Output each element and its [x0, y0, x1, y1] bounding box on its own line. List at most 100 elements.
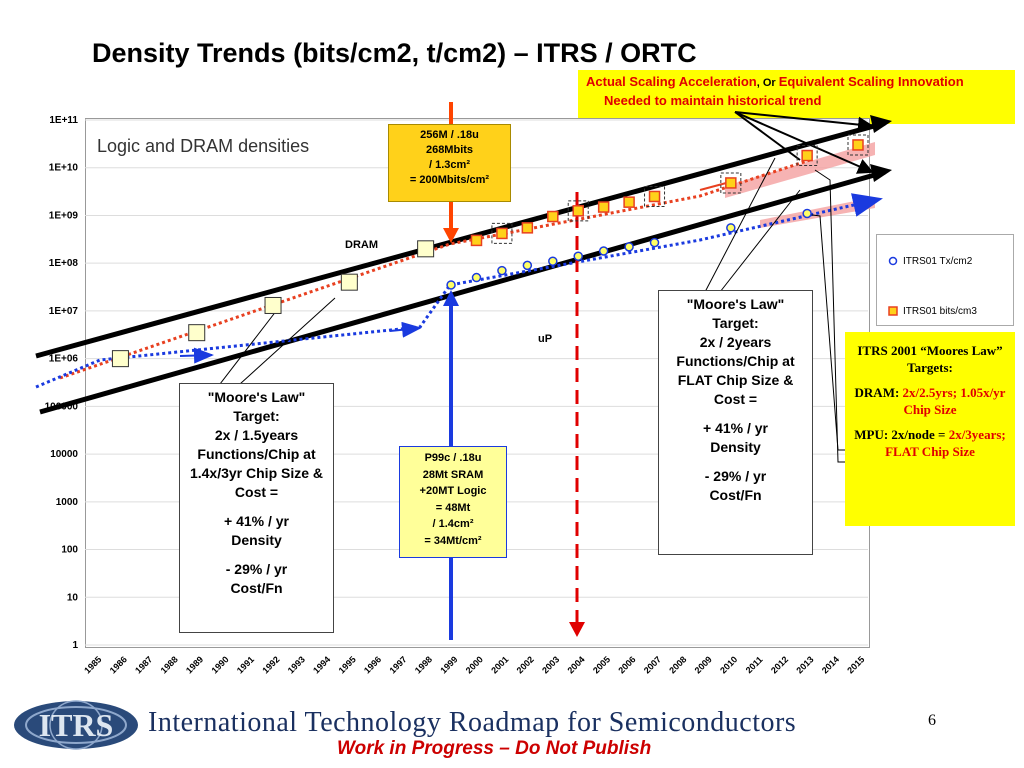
- dram-future-point: [720, 172, 742, 194]
- mpu-tx-point: [471, 272, 482, 283]
- dram-bits-point: [521, 222, 534, 234]
- moore-right-line: - 29% / yr: [704, 468, 767, 484]
- legend-circle-marker: [888, 256, 898, 266]
- mpu-node-callout: P99c / .18u 28Mt SRAM +20MT Logic = 48Mt…: [399, 446, 507, 558]
- dram-historical-point: [340, 273, 358, 291]
- x-tick-label: 2004: [565, 654, 586, 675]
- dram-historical-point: [417, 240, 435, 258]
- dram-historical-point: [188, 324, 206, 342]
- dram-bits-point: [648, 190, 661, 203]
- mpu-callout-line: P99c / .18u: [424, 452, 482, 464]
- dram-bits-point: [623, 196, 635, 208]
- footer-subtitle: Work in Progress – Do Not Publish: [337, 738, 652, 759]
- dram-bits-point: [470, 234, 483, 247]
- x-tick-label: 1986: [108, 654, 129, 675]
- mpu-tx-point: [802, 208, 812, 219]
- dram-bits-point: [547, 210, 559, 223]
- x-tick-label: 2013: [794, 654, 815, 675]
- itrs-logo-text: ITRS: [39, 707, 114, 743]
- mpu-tx-point: [497, 265, 507, 276]
- legend-label-bits: ITRS01 bits/cm3: [903, 305, 977, 317]
- itrs-dram-label: DRAM:: [854, 385, 903, 400]
- scaling-note: Actual Scaling Acceleration, Or Equivale…: [578, 70, 1015, 124]
- callout-line-right-2: [719, 189, 801, 293]
- mpu-dotted-trend: [35, 193, 883, 389]
- legend-square-marker: [888, 306, 898, 316]
- mpu-callout-line: = 34Mt/cm²: [424, 534, 482, 547]
- moore-line-mpu: [39, 169, 886, 415]
- dram-bits-point: [725, 177, 737, 189]
- x-tick-label: 2005: [591, 654, 612, 675]
- y-tick-label: 10: [67, 592, 79, 603]
- x-tick-label: 1993: [286, 654, 307, 675]
- footer-banner: ITRS: [14, 700, 138, 750]
- dram-bits-point: [597, 201, 610, 213]
- dram-callout-line: 268Mbits: [425, 144, 474, 156]
- mpu-tx-point: [624, 242, 634, 252]
- moore-right-line: Cost =: [713, 391, 758, 407]
- moore-left-line: - 29% / yr: [225, 561, 288, 577]
- y-tick-label: 1: [72, 640, 78, 651]
- moore-line-mpu-arrow: [870, 164, 892, 182]
- note-connector-3: [734, 111, 801, 161]
- x-tick-label: 1990: [209, 654, 230, 675]
- dram-callout-line: 256M / .18u: [420, 129, 479, 141]
- scaling-note-part4: Needed to maintain historical trend: [604, 93, 822, 108]
- itrs-dram-value: 2x/2.5yrs; 1.05x/yr Chip Size: [902, 385, 1006, 417]
- mpu-tx-point: [649, 237, 660, 248]
- dram-future-point: [567, 200, 589, 222]
- x-tick-label: 2007: [642, 654, 663, 675]
- moore-left-line: Density: [231, 532, 282, 548]
- note-connector-1: [734, 111, 874, 133]
- x-tick-label: 1987: [133, 654, 154, 675]
- dram-arrow-1: [699, 181, 731, 191]
- dram-bits-point: [496, 227, 508, 240]
- x-tick-label: 2011: [744, 654, 765, 675]
- x-tick-label: 2009: [693, 654, 714, 675]
- x-tick-label: 2008: [667, 654, 688, 675]
- legend-item-bits: ITRS01 bits/cm3: [887, 305, 977, 317]
- x-tick-label: 1988: [159, 654, 180, 675]
- itrs-mpu-label: MPU: 2x/node =: [854, 427, 949, 442]
- scaling-note-part3: Equivalent Scaling Innovation: [778, 74, 964, 89]
- dram-bits-point: [572, 205, 584, 217]
- x-tick-label: 1992: [260, 654, 281, 675]
- mpu-arrow-2: [389, 321, 422, 338]
- mpu-callout-line: 28Mt SRAM: [422, 468, 484, 481]
- mpu-tx-point: [522, 260, 533, 271]
- itrs-connector-1: [804, 213, 845, 451]
- mpu-tx-point: [548, 256, 558, 266]
- x-tick-label: 2003: [540, 654, 561, 675]
- dram-label: DRAM: [345, 239, 378, 251]
- callout-line-left-1: [219, 305, 281, 385]
- moore-left-line: Target:: [233, 408, 280, 424]
- legend-item-tx: ITRS01 Tx/cm2: [887, 255, 972, 267]
- x-tick-label: 2012: [769, 654, 790, 675]
- legend-label-tx: ITRS01 Tx/cm2: [903, 255, 973, 267]
- moore-left-line: 2x / 1.5years: [214, 427, 299, 443]
- callout-line-left-2: [239, 297, 336, 385]
- x-tick-label: 1989: [184, 654, 205, 675]
- mpu-arrow-1: [179, 347, 214, 364]
- itrs-targets-box: ITRS 2001 “Moores Law” Targets: DRAM: 2x…: [845, 332, 1015, 526]
- moore-right-line: Target:: [712, 315, 759, 331]
- dram-callout-line: / 1.3cm²: [429, 159, 470, 171]
- scaling-note-part1: Actual Scaling Acceleration: [586, 74, 757, 89]
- mpu-callout-line: / 1.4cm²: [432, 518, 474, 530]
- itrs-heading: ITRS 2001 “Moores Law” Targets:: [857, 343, 1003, 375]
- mpu-tx-point: [598, 246, 609, 256]
- dram-vertical-arrowhead: [443, 228, 459, 243]
- moore-law-right-callout: "Moore's Law" Target: 2x / 2years Functi…: [658, 290, 813, 555]
- mpu-vertical-arrowhead: [443, 290, 459, 306]
- itrs-connector-2: [814, 169, 845, 463]
- note-connector-2: [734, 111, 874, 174]
- moore-right-line: Density: [710, 439, 761, 455]
- chart-title: Logic and DRAM densities: [97, 136, 309, 156]
- x-tick-label: 1997: [387, 654, 408, 675]
- moore-right-line: + 41% / yr: [703, 420, 768, 436]
- x-tick-label: 2010: [718, 654, 739, 675]
- itrs-mpu-value: 2x/3years; FLAT Chip Size: [885, 427, 1006, 459]
- y-tick-label: 1E+10: [49, 163, 79, 174]
- footer-title: International Technology Roadmap for Sem…: [148, 707, 797, 738]
- scaling-note-part2: , Or: [756, 77, 779, 89]
